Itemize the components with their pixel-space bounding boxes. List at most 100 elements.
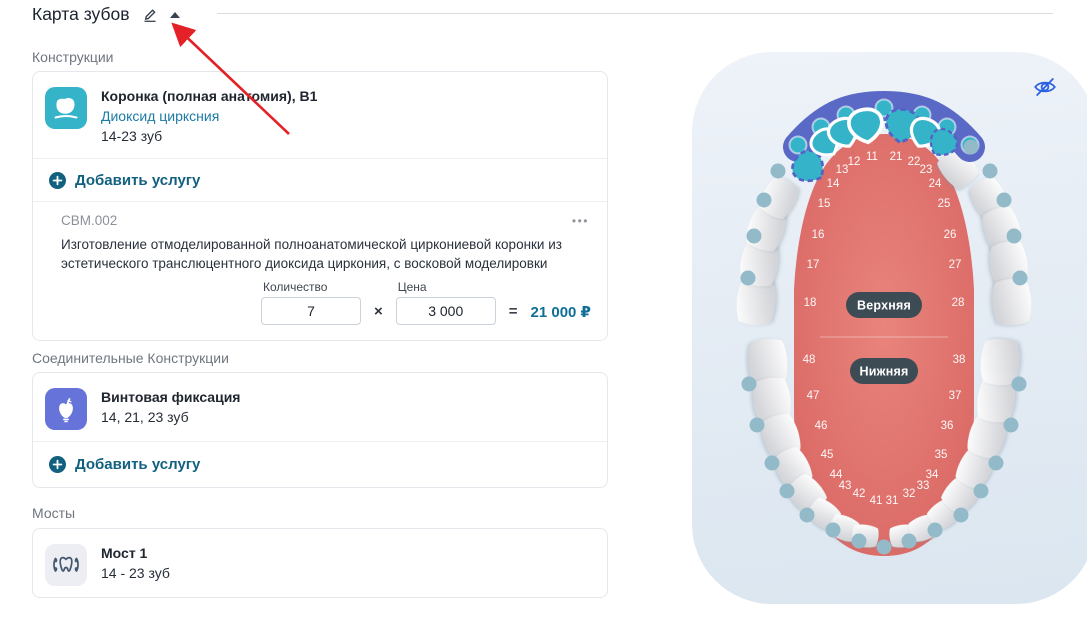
tooth-number-36: 36 [941,420,954,432]
section-label-constructions: Конструкции [32,49,114,65]
edit-button[interactable] [142,7,158,23]
tooth-23[interactable] [924,124,962,162]
tooth-marker-dot[interactable] [988,455,1004,471]
upper-jaw-button[interactable]: Верхняя [846,292,922,318]
crown-card-header: Коронка (полная анатомия), B1 Диоксид ци… [33,72,607,158]
tooth-marker-dot[interactable] [1012,270,1028,286]
tooth-number-13: 13 [836,164,849,176]
tooth-marker-dot[interactable] [799,507,815,523]
tooth-number-12: 12 [848,156,861,168]
tooth-number-25: 25 [938,198,951,210]
screw-fixation-icon [45,388,87,430]
tooth-number-44: 44 [830,469,843,481]
tooth-number-28: 28 [952,297,965,309]
tooth-number-22: 22 [908,156,921,168]
tooth-marker-dot[interactable] [876,539,892,555]
tooth-marker-dot[interactable] [749,417,765,433]
tooth-47[interactable] [751,376,794,425]
service-code: СВМ.002 [61,213,118,228]
tooth-marker-dot[interactable] [770,163,786,179]
tooth-number-41: 41 [870,495,883,507]
tooth-15[interactable] [756,173,802,222]
add-service-button[interactable]: Добавить услугу [33,442,607,487]
crown-card-title: Коронка (полная анатомия), B1 [101,88,318,104]
divider [33,201,607,202]
page-title: Карта зубов [32,4,130,24]
tooth-marker-dot[interactable] [851,533,867,549]
lower-jaw-button[interactable]: Нижняя [850,358,918,384]
tooth-marker-dot[interactable] [1006,228,1022,244]
tooth-marker-dot[interactable] [756,192,772,208]
tooth-marker-dot[interactable] [963,139,979,155]
price-input[interactable] [395,297,496,325]
bridge-teeth: 14 - 23 зуб [101,565,170,581]
tooth-number-34: 34 [926,469,939,481]
price-label: Цена [397,280,427,294]
chevron-up-icon [169,11,180,18]
tooth-number-21: 21 [890,151,903,163]
tooth-36[interactable] [964,410,1011,461]
tooth-marker-dot[interactable] [1011,376,1027,392]
tooth-marker-dot[interactable] [901,533,917,549]
header-divider [217,13,1053,14]
tooth-18[interactable] [735,278,777,327]
tooth-number-45: 45 [821,449,834,461]
service-description: Изготовление отмоделированной полноанато… [61,237,562,271]
tooth-number-33: 33 [917,480,930,492]
material-link[interactable]: Диоксид цирксния [101,108,220,124]
bridge-icon [45,544,87,586]
bridge-card: Мост 1 14 - 23 зуб [32,528,608,598]
tooth-marker-dot[interactable] [825,522,841,538]
tooth-screw-glyph [59,398,73,423]
tooth-35[interactable] [952,443,998,492]
connector-card-title: Винтовая фиксация [101,389,241,405]
plus-circle-icon [49,456,66,473]
eye-off-icon [1034,78,1056,96]
tooth-number-23: 23 [920,164,933,176]
tooth-marker-dot[interactable] [982,163,998,179]
tooth-number-48: 48 [803,354,816,366]
tooth-marker-dot[interactable] [1003,417,1019,433]
tooth-14[interactable] [787,145,831,189]
tooth-marker-dot[interactable] [953,507,969,523]
quantity-input[interactable] [260,297,361,325]
visibility-off-button[interactable] [1032,74,1058,100]
tooth-marker-dot[interactable] [741,376,757,392]
tooth-number-16: 16 [812,229,825,241]
tooth-48[interactable] [747,338,789,387]
tooth-28[interactable] [991,278,1033,327]
add-service-button[interactable]: Добавить услугу [33,159,607,201]
more-menu-button[interactable]: ••• [571,213,589,228]
bridge-card-title: Мост 1 [101,545,148,561]
tooth-marker-dot[interactable] [740,270,756,286]
collapse-button[interactable] [169,11,180,18]
bridge-card-header: Мост 1 14 - 23 зуб [33,529,607,597]
tooth-marker-dot[interactable] [746,228,762,244]
tooth-number-46: 46 [815,420,828,432]
tooth-38[interactable] [979,338,1021,387]
bridge-connector-dot[interactable] [788,135,808,155]
tooth-number-17: 17 [807,259,820,271]
tooth-marker-dot[interactable] [927,522,943,538]
plus-circle-icon [49,171,66,189]
svg-text:Верхняя: Верхняя [857,299,911,313]
tooth-37[interactable] [975,376,1018,425]
tooth-11[interactable] [847,107,884,145]
tooth-marker-dot[interactable] [779,483,795,499]
pencil-icon [144,8,156,22]
tooth-marker-dot[interactable] [996,192,1012,208]
tooth-number-27: 27 [949,259,962,271]
add-service-label: Добавить услугу [75,456,201,473]
tooth-marker-dot[interactable] [764,455,780,471]
crown-teeth-range: 14-23 зуб [101,128,163,144]
tooth-marker-dot[interactable] [973,483,989,499]
tooth-number-24: 24 [929,178,942,190]
total-price: 21 000 ₽ [530,304,591,321]
equals-sign: = [508,303,518,320]
divider [33,441,607,442]
tooth-number-35: 35 [935,449,948,461]
tooth-46[interactable] [758,410,805,461]
tooth-number-18: 18 [804,297,817,309]
tooth-number-38: 38 [953,354,966,366]
tooth-number-11: 11 [866,151,878,163]
